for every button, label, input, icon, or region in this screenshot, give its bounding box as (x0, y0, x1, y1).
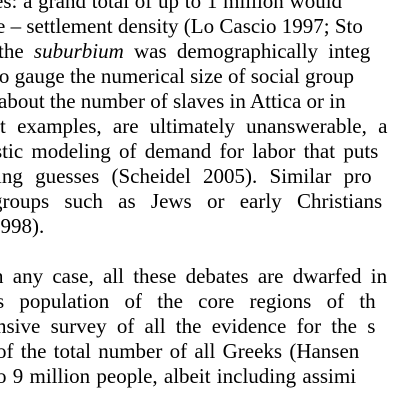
text-line: stic modeling of demand for labor that p… (0, 139, 379, 163)
text-line: t examples, are ultimately unanswerable,… (0, 114, 388, 138)
text-line: about the number of slaves in Attica or … (0, 89, 346, 113)
text-line: o 9 million people, albeit including ass… (0, 364, 357, 388)
text-line: es: a grand total of up to 1 million wou… (0, 0, 343, 13)
text-line: groups such as Jews or early Christians (0, 189, 383, 213)
text-line: the suburbium was demographically integ (0, 39, 370, 63)
text-fragment: was demographically integ (123, 39, 371, 63)
text-line: to gauge the numerical size of social gr… (0, 64, 354, 88)
text-fragment: the (0, 39, 34, 63)
text-line: nsive survey of all the evidence for the… (0, 314, 376, 338)
text-line: s population of the core regions of th (0, 289, 376, 313)
italic-term: suburbium (33, 39, 124, 63)
text-line: n any case, all these debates are dwarfe… (0, 264, 388, 288)
text-line: e – settlement density (Lo Cascio 1997; … (0, 14, 363, 38)
text-line: ing guesses (Scheidel 2005). Similar pro (0, 164, 372, 188)
text-line: 1998). (0, 214, 45, 238)
text-line: of the total number of all Greeks (Hanse… (0, 339, 360, 363)
